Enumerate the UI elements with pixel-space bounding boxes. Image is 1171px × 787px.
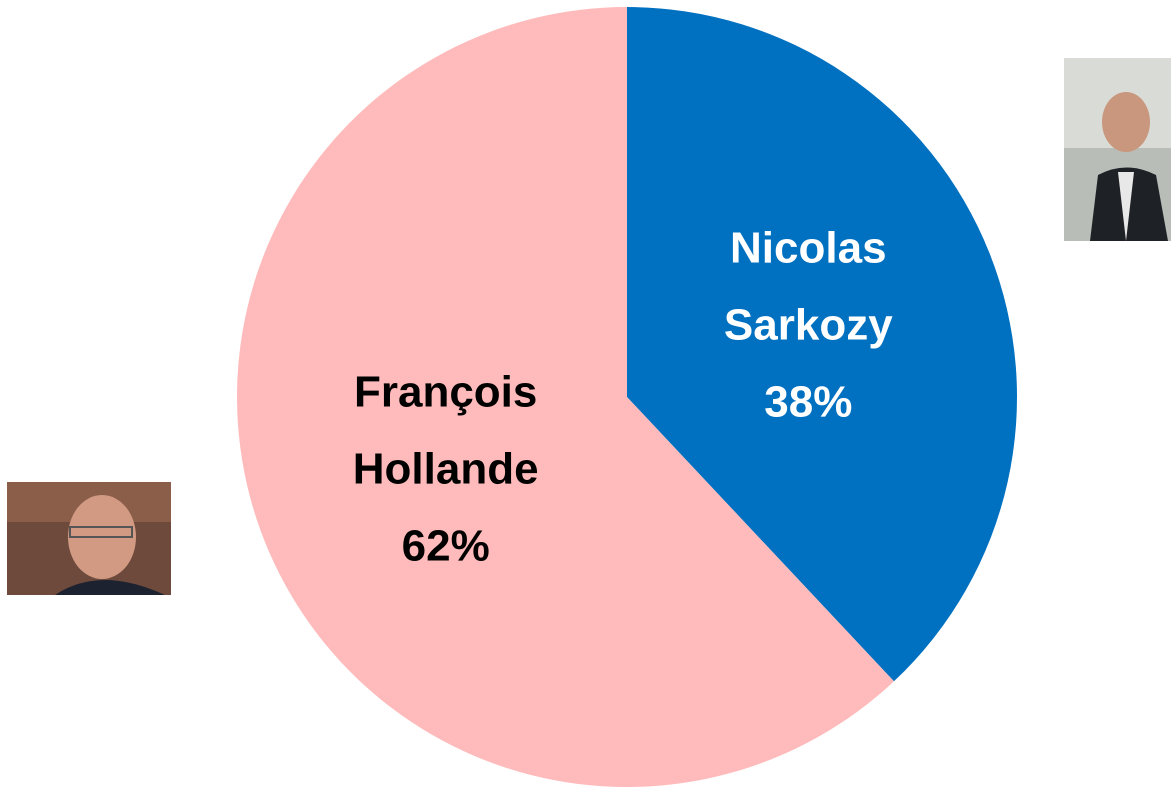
value-label: 38% bbox=[668, 364, 948, 441]
category-label: Nicolas Sarkozy bbox=[668, 210, 948, 364]
page: (() => { const data = JSON.parse(documen… bbox=[0, 0, 1171, 787]
value-label: 62% bbox=[306, 507, 586, 584]
photo-hollande bbox=[7, 482, 171, 595]
photo-sarkozy bbox=[1064, 58, 1171, 241]
category-label: François Hollande bbox=[306, 353, 586, 507]
